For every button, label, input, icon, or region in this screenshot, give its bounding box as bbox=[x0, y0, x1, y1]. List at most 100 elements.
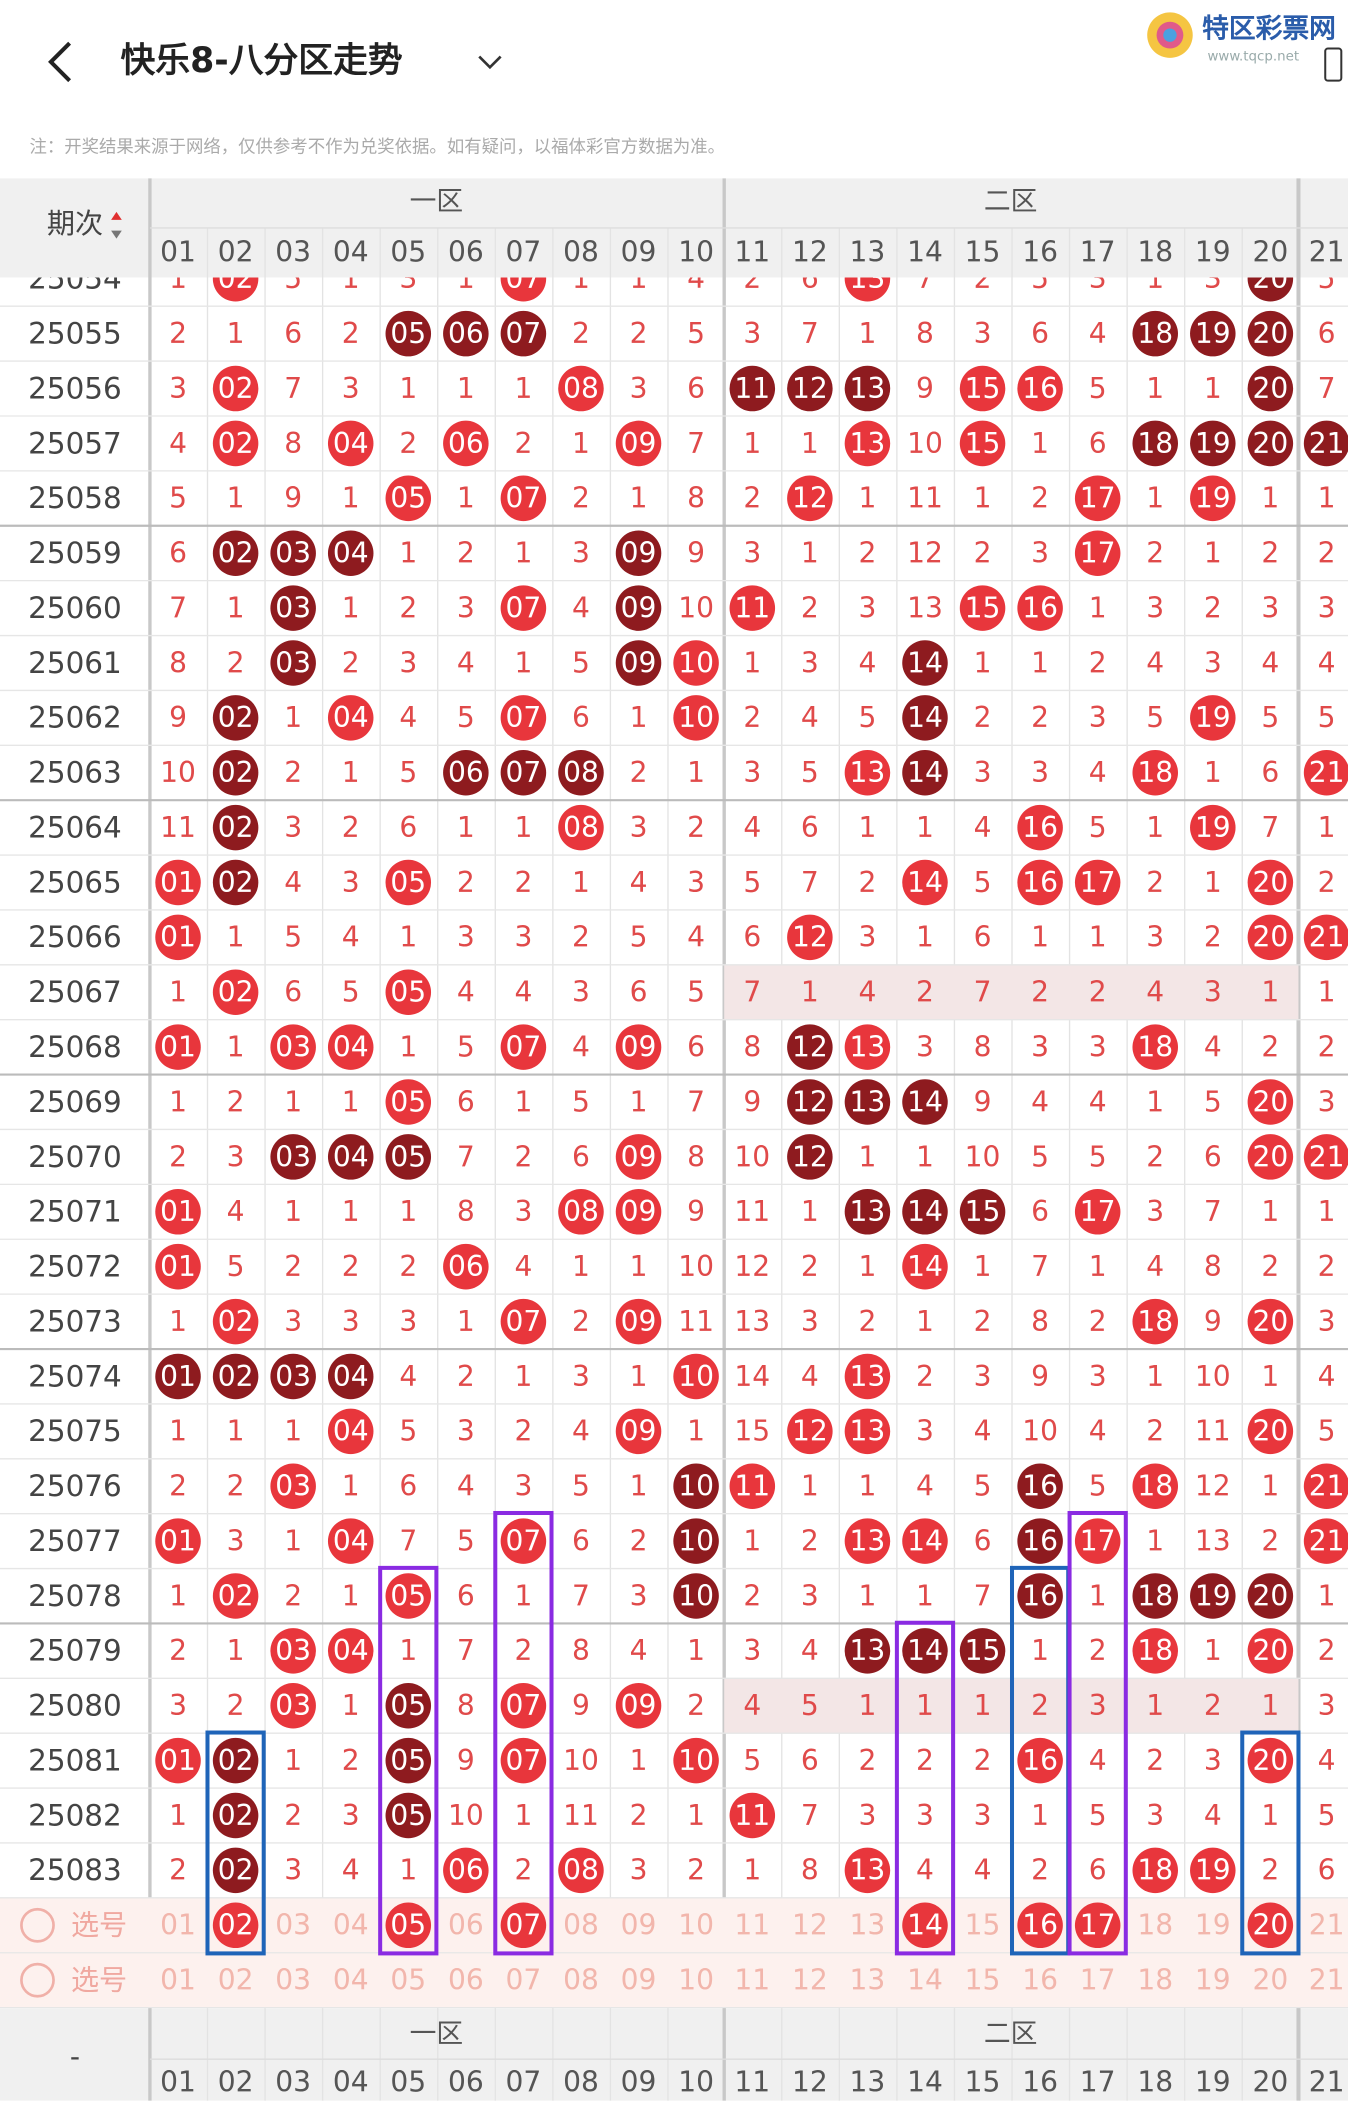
ball-number: 20 bbox=[1252, 1140, 1288, 1173]
ball-number: 03 bbox=[275, 1470, 311, 1503]
miss-count: 7 bbox=[1204, 1195, 1222, 1228]
column-footer: 09 bbox=[621, 2065, 657, 2098]
column-header: 06 bbox=[448, 235, 484, 268]
column-header: 02 bbox=[218, 235, 254, 268]
miss-count: 1 bbox=[169, 1579, 187, 1612]
miss-count: 5 bbox=[284, 921, 302, 954]
miss-count: 7 bbox=[974, 976, 992, 1009]
miss-count: 4 bbox=[1261, 646, 1279, 679]
miss-count: 1 bbox=[630, 1085, 648, 1118]
ball bbox=[327, 1353, 374, 1400]
column-header: 18 bbox=[1137, 235, 1173, 268]
column-header: 17 bbox=[1080, 235, 1116, 268]
miss-count: 1 bbox=[1031, 1799, 1049, 1832]
miss-count: 11 bbox=[734, 1964, 770, 1997]
miss-count: 1 bbox=[227, 1634, 245, 1667]
ball bbox=[1132, 420, 1178, 467]
miss-count: 3 bbox=[342, 1305, 360, 1338]
dropdown[interactable] bbox=[478, 55, 502, 70]
ball bbox=[615, 1189, 662, 1235]
ball-number: 12 bbox=[792, 1085, 828, 1118]
miss-count: 5 bbox=[457, 1524, 475, 1557]
miss-count: 18 bbox=[1137, 1909, 1173, 1942]
period: 25060 bbox=[28, 591, 122, 625]
ball bbox=[615, 640, 662, 686]
miss-count: 6 bbox=[572, 1140, 590, 1173]
ball-number: 09 bbox=[621, 1689, 657, 1722]
ball bbox=[673, 1518, 719, 1564]
miss-count: 7 bbox=[801, 317, 819, 350]
miss-count: 1 bbox=[399, 921, 417, 954]
ball bbox=[959, 1189, 1006, 1235]
miss-count: 2 bbox=[457, 1360, 475, 1393]
miss-count: 1 bbox=[399, 1195, 417, 1228]
ball bbox=[959, 1628, 1006, 1674]
miss-count: 13 bbox=[850, 1909, 886, 1942]
ball-number: 05 bbox=[390, 1140, 426, 1173]
miss-count: 3 bbox=[687, 866, 705, 899]
miss-count: 3 bbox=[858, 921, 876, 954]
zone-label: 一区 bbox=[410, 2019, 464, 2050]
ball bbox=[615, 1683, 662, 1729]
back-button[interactable] bbox=[48, 41, 72, 83]
miss-count: 3 bbox=[1146, 591, 1164, 624]
ball bbox=[673, 695, 719, 741]
miss-count: 19 bbox=[1195, 1964, 1231, 1997]
miss-count: 1 bbox=[630, 1744, 648, 1777]
miss-count: 4 bbox=[858, 976, 876, 1009]
miss-count: 13 bbox=[1195, 1524, 1231, 1557]
ball bbox=[1190, 1847, 1236, 1894]
ball-number: 17 bbox=[1080, 482, 1116, 515]
highlight-box bbox=[894, 1620, 956, 1956]
ball-number: 04 bbox=[333, 1030, 369, 1063]
ball-number: 05 bbox=[390, 1744, 426, 1777]
ball bbox=[1247, 1408, 1294, 1455]
ball bbox=[1190, 804, 1236, 851]
ball-number: 18 bbox=[1137, 1030, 1173, 1063]
miss-count: 4 bbox=[743, 811, 761, 844]
miss-count: 3 bbox=[457, 921, 475, 954]
ball bbox=[212, 804, 259, 851]
pick-radio[interactable] bbox=[20, 1962, 55, 1998]
period-header[interactable]: 期次 bbox=[47, 207, 103, 240]
miss-count: 2 bbox=[1089, 646, 1107, 679]
ball bbox=[902, 1902, 948, 1949]
ball bbox=[615, 585, 662, 631]
miss-count: 1 bbox=[514, 811, 532, 844]
pick-radio[interactable] bbox=[20, 1907, 55, 1943]
miss-count: 4 bbox=[801, 1360, 819, 1393]
miss-count: 1 bbox=[1146, 1085, 1164, 1118]
miss-count: 18 bbox=[1137, 1964, 1173, 1997]
miss-count: 2 bbox=[342, 317, 360, 350]
ball-number: 12 bbox=[792, 1140, 828, 1173]
miss-count: 4 bbox=[342, 921, 360, 954]
period: 25083 bbox=[28, 1853, 122, 1887]
miss-count: 4 bbox=[1089, 1415, 1107, 1448]
column-footer: 14 bbox=[907, 2065, 943, 2098]
column-header: 14 bbox=[907, 235, 943, 268]
ball-number: 09 bbox=[621, 1305, 657, 1338]
miss-count: 1 bbox=[858, 811, 876, 844]
ball-number: 13 bbox=[850, 1085, 886, 1118]
ball-number: 05 bbox=[390, 1909, 426, 1942]
column-header: 09 bbox=[621, 235, 657, 268]
ball-number: 09 bbox=[621, 537, 657, 570]
miss-count: 1 bbox=[1031, 427, 1049, 460]
miss-count: 9 bbox=[169, 701, 187, 734]
miss-count: 10 bbox=[734, 1140, 770, 1173]
ball bbox=[1132, 1628, 1178, 1674]
miss-count: 3 bbox=[630, 372, 648, 405]
sort-icon[interactable] bbox=[111, 211, 122, 220]
ball bbox=[385, 310, 432, 357]
miss-count: 2 bbox=[284, 1250, 302, 1283]
miss-count: 2 bbox=[1146, 866, 1164, 899]
ball-number: 20 bbox=[1252, 1579, 1288, 1612]
miss-count: 2 bbox=[858, 866, 876, 899]
miss-count: 3 bbox=[1089, 1030, 1107, 1063]
ball-number: 21 bbox=[1309, 1524, 1345, 1557]
miss-count: 2 bbox=[1146, 1140, 1164, 1173]
period: 25071 bbox=[28, 1195, 122, 1229]
miss-count: 4 bbox=[457, 646, 475, 679]
sort-icon[interactable] bbox=[111, 230, 122, 239]
ball bbox=[443, 420, 489, 467]
